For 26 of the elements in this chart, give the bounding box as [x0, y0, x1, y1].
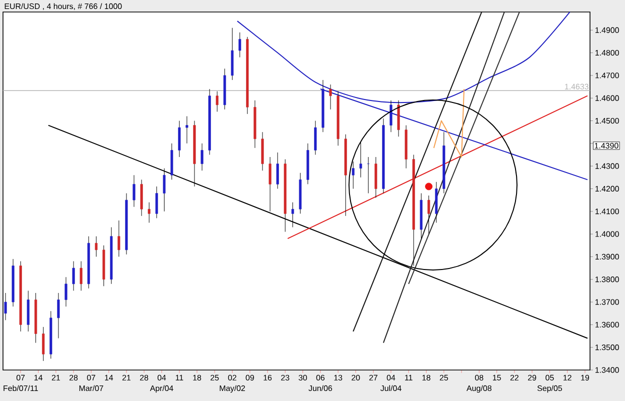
candlestick: [155, 186, 158, 218]
candlestick: [186, 116, 188, 144]
candlestick: [118, 220, 120, 257]
candlestick: [427, 195, 430, 234]
candlestick: [216, 91, 218, 112]
candlestick: [276, 152, 279, 189]
candlestick: [314, 120, 317, 155]
candlestick: [42, 326, 45, 362]
candlestick: [352, 161, 354, 189]
candlestick: [148, 202, 150, 223]
candlestick: [64, 276, 68, 307]
candlestick: [72, 260, 75, 291]
candlestick: [80, 260, 82, 291]
candlestick: [291, 202, 294, 228]
candlestick: [132, 174, 136, 208]
candlestick: [200, 143, 204, 171]
candlestick: [94, 236, 98, 257]
candlestick: [367, 156, 370, 194]
candlestick: [268, 156, 272, 212]
candlestick: [162, 168, 166, 212]
line-series: [433, 88, 465, 158]
candlestick: [359, 140, 362, 178]
candlestick: [329, 84, 332, 110]
candlestick: [178, 120, 181, 158]
candlestick: [57, 292, 60, 339]
candlestick: [238, 32, 242, 58]
